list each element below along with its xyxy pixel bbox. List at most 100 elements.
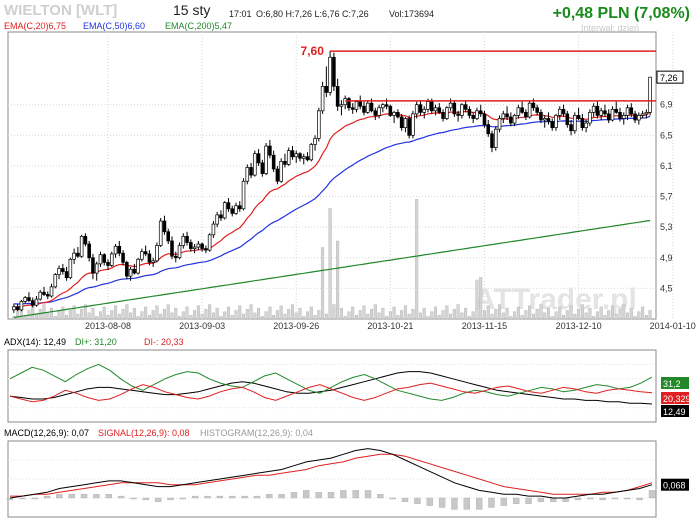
volume-bar [633, 316, 637, 320]
volume-bar [592, 316, 596, 320]
volume-bar [215, 307, 219, 320]
volume-bar [573, 313, 577, 320]
di-plus-legend: DI+: 31,20 [75, 337, 117, 347]
volume-bar [279, 305, 283, 320]
candle-body [76, 252, 80, 257]
histogram-bar [475, 497, 483, 510]
candle-body [452, 102, 457, 115]
candle-body [588, 112, 592, 124]
volume-bar [272, 315, 276, 320]
volume-bar [546, 307, 550, 320]
date-tick-label: 2014-01-10 [650, 321, 696, 331]
candle-body [505, 113, 509, 118]
volume-bar [181, 311, 185, 320]
candle-body [237, 205, 242, 210]
volume-bar [445, 305, 449, 320]
volume-bar [257, 307, 261, 320]
candle-body [286, 150, 291, 165]
candle-body [94, 263, 99, 274]
candle-body [388, 105, 393, 116]
peak-level-label: 7,60 [301, 44, 325, 58]
histogram-bar [624, 497, 631, 500]
volume-bar [354, 315, 358, 320]
ema20-legend: EMA(C,20)6,75 [4, 21, 66, 31]
candle-body [433, 107, 438, 112]
candle-body [347, 98, 351, 109]
date-tick-label: 2013-08-08 [85, 321, 131, 331]
volume-bar [385, 316, 389, 320]
time-label: 17:01 [229, 9, 252, 19]
candle-body [460, 104, 464, 116]
candle-body [644, 112, 649, 115]
volume-bar [426, 316, 430, 320]
candle-body [271, 154, 276, 170]
volume-bar [166, 304, 170, 320]
volume-bar [513, 311, 517, 320]
volume-bar [95, 316, 99, 320]
adx-line [9, 371, 653, 405]
volume-bar [452, 309, 456, 320]
candle-body [384, 104, 389, 107]
histogram-bar [43, 495, 51, 499]
histogram-bar [340, 490, 347, 499]
date-tick-label: 2013-12-10 [556, 321, 602, 331]
candle-body [79, 235, 84, 257]
candle-body [475, 110, 479, 119]
histogram-bar [154, 497, 162, 502]
macd-value-label: 0,068 [663, 481, 686, 491]
price-tick-label: 6,1 [660, 161, 673, 171]
volume-bar [475, 279, 479, 320]
volume-bar [313, 315, 317, 320]
candle-body [561, 108, 566, 115]
histogram-bar [599, 497, 606, 501]
candle-body [45, 294, 50, 297]
volume-bar [580, 304, 584, 320]
price-tick-label: 4,9 [660, 253, 673, 263]
candle-body [61, 268, 65, 272]
volume-bar [396, 315, 400, 320]
histogram-bar [142, 497, 150, 501]
adx-panel [7, 349, 657, 423]
volume-bar [170, 312, 174, 320]
histogram-bar [364, 490, 372, 499]
candle-body [509, 116, 513, 124]
volume-bar [509, 316, 513, 320]
histogram-bar [56, 494, 63, 499]
candle-body [437, 107, 442, 113]
volume-bar [102, 306, 106, 320]
ema50-legend: EMA(C,50)6,60 [83, 21, 145, 31]
volume-bar [603, 315, 607, 320]
volume-bar [321, 247, 325, 320]
adx-gridlines [8, 363, 656, 409]
di-minus-value-label-bg [661, 392, 689, 404]
volume-bar [501, 312, 505, 320]
candle-body [151, 260, 155, 263]
volume-bar [381, 307, 385, 320]
volume-bar [230, 315, 234, 320]
candle-body [539, 112, 543, 121]
candle-body [87, 243, 91, 259]
volume-bar [42, 304, 46, 320]
last-price-tag [656, 70, 684, 84]
volume-bar [482, 310, 486, 320]
volume-bar [159, 313, 163, 320]
candle-body [490, 133, 494, 148]
histogram-bar [315, 492, 322, 499]
volume-bar [554, 311, 558, 320]
candle-body [301, 156, 306, 159]
candle-body [610, 108, 615, 121]
histogram-bar [512, 497, 520, 504]
volume-bar [31, 305, 35, 320]
histogram-bar [537, 497, 545, 502]
volume-bar [490, 313, 494, 320]
candle-body [147, 253, 152, 263]
candle-body [478, 110, 483, 115]
volume-bar [415, 199, 419, 320]
volume-bar [298, 307, 302, 320]
candle-body [535, 107, 539, 113]
ema200-line [13, 219, 651, 319]
histogram-bar [179, 497, 187, 500]
candle-body [524, 112, 528, 118]
adx-value-labels: 31,2 20,329 12,49 [661, 377, 691, 417]
adx-lines [9, 363, 653, 405]
